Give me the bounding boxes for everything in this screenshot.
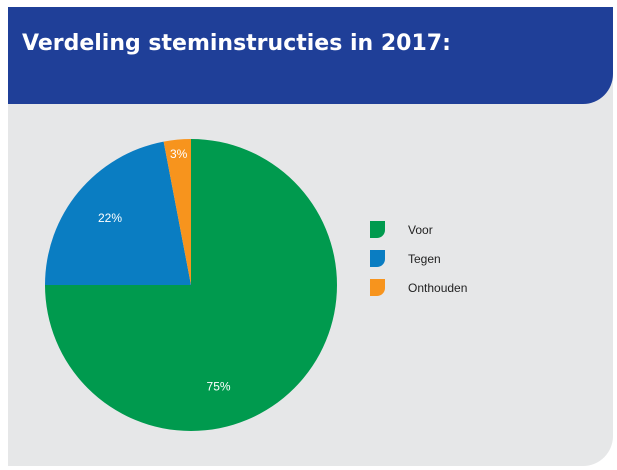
chart-card: Verdeling steminstructies in 2017: 75% 22… <box>8 7 613 466</box>
data-label-tegen: 22% <box>98 211 122 225</box>
legend: Voor Tegen Onthouden <box>370 215 467 302</box>
legend-label-voor: Voor <box>408 223 433 237</box>
data-label-onthouden: 3% <box>170 147 188 161</box>
legend-item-tegen: Tegen <box>370 244 467 273</box>
legend-item-voor: Voor <box>370 215 467 244</box>
pie-chart: 75% 22% 3% <box>8 7 613 466</box>
legend-item-onthouden: Onthouden <box>370 273 467 302</box>
legend-label-onthouden: Onthouden <box>408 281 467 295</box>
legend-swatch-onthouden <box>370 279 385 296</box>
legend-swatch-tegen <box>370 250 385 267</box>
data-label-voor: 75% <box>207 379 231 393</box>
legend-label-tegen: Tegen <box>408 252 441 266</box>
legend-swatch-voor <box>370 221 385 238</box>
